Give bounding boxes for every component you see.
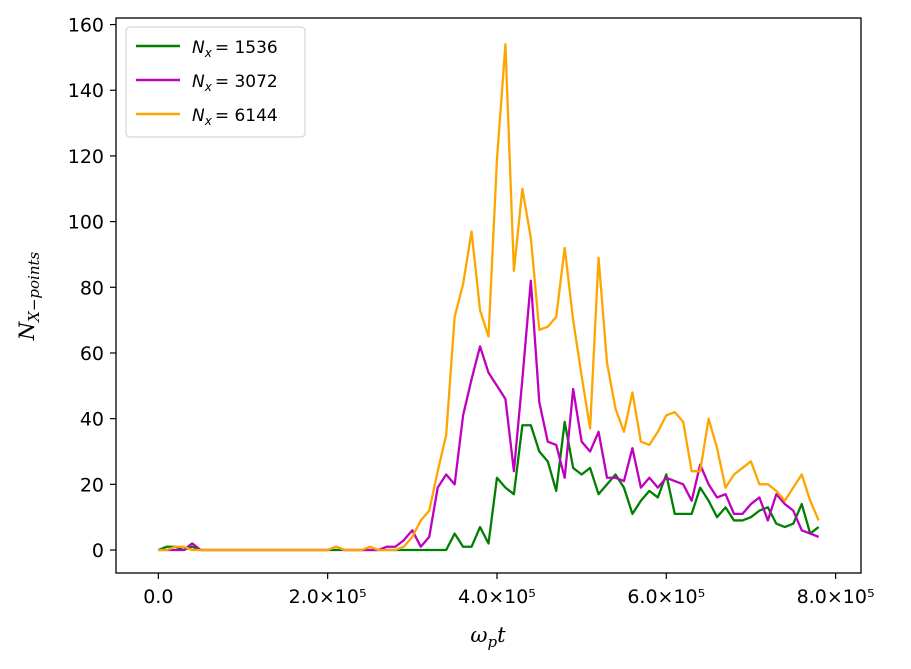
y-tick-label: 0 bbox=[92, 540, 104, 562]
series-layer bbox=[157, 43, 820, 552]
x-axis-ticks: 0.0 2.0×10⁵ 4.0×10⁵ 6.0×10⁵ 8.0×10⁵ bbox=[143, 573, 875, 608]
legend-label-6144: Nx = 6144 bbox=[192, 106, 278, 128]
x-tick-label: 2.0×10⁵ bbox=[289, 586, 367, 608]
y-tick-label: 40 bbox=[80, 409, 104, 431]
legend: Nx = 1536 Nx = 3072 Nx = 6144 bbox=[125, 26, 306, 138]
plot-frame bbox=[115, 17, 862, 574]
y-tick-label: 60 bbox=[80, 343, 104, 365]
y-tick-label: 20 bbox=[80, 474, 104, 496]
y-axis-label: NX−points bbox=[15, 251, 43, 341]
y-axis-ticks: 0 20 40 60 80 100 120 140 160 bbox=[68, 15, 116, 562]
x-tick-label: 8.0×10⁵ bbox=[797, 586, 875, 608]
y-tick-label: 100 bbox=[68, 212, 104, 234]
x-tick-label: 6.0×10⁵ bbox=[627, 586, 705, 608]
legend-box bbox=[125, 26, 306, 138]
legend-label-3072: Nx = 3072 bbox=[192, 72, 278, 94]
y-tick-label: 140 bbox=[68, 80, 104, 102]
series-line-3 bbox=[158, 43, 820, 552]
y-tick-label: 80 bbox=[80, 277, 104, 299]
y-tick-label: 160 bbox=[68, 15, 104, 37]
x-tick-label: 4.0×10⁵ bbox=[458, 586, 536, 608]
legend-label-1536: Nx = 1536 bbox=[192, 38, 278, 60]
x-tick-label: 0.0 bbox=[143, 586, 173, 608]
y-tick-label: 120 bbox=[68, 146, 104, 168]
